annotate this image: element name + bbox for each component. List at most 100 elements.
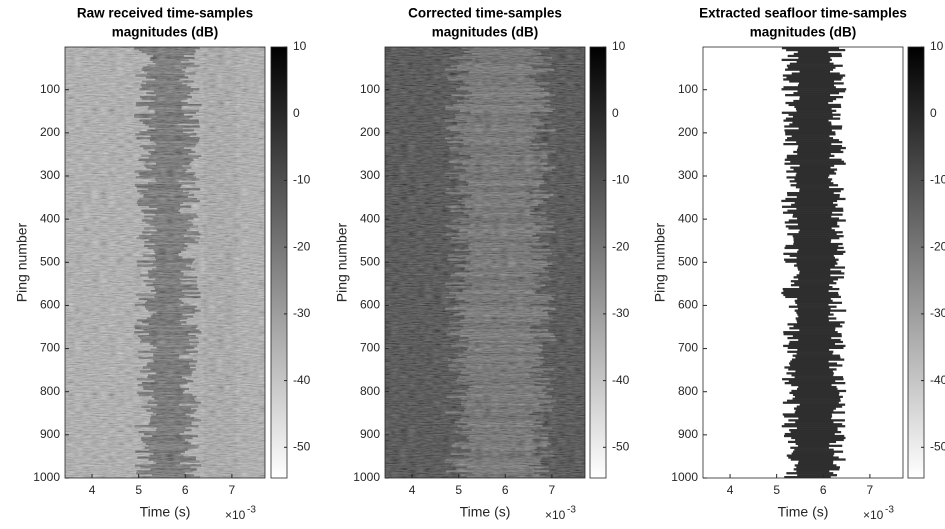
texture-row (795, 356, 841, 359)
texture-row (784, 246, 844, 250)
texture-row (799, 229, 835, 232)
x-tick-label: 6 (820, 483, 827, 497)
texture-row (783, 331, 838, 334)
colorbar-tick-label: -30 (293, 306, 311, 320)
texture-row (789, 123, 832, 126)
texture-row (795, 186, 830, 189)
texture-row (785, 244, 839, 248)
y-tick-label: 900 (40, 427, 60, 441)
texture-row (787, 233, 837, 236)
texture-row (795, 174, 830, 177)
texture-row (782, 74, 846, 77)
texture-row (790, 430, 842, 434)
y-tick-label: 700 (40, 341, 60, 355)
texture-row (797, 307, 831, 310)
texture-row (797, 146, 846, 150)
texture-row (793, 99, 833, 103)
texture-row (781, 199, 838, 203)
y-tick-label: 500 (40, 254, 60, 268)
texture-row (789, 429, 838, 432)
x-multiplier-exponent: -3 (885, 505, 894, 516)
x-multiplier: ×10 (225, 508, 246, 522)
texture-row (784, 158, 842, 161)
texture-row (786, 137, 834, 140)
colorbar-tick-label: -50 (293, 439, 311, 453)
texture-row (795, 421, 834, 424)
texture-row (796, 405, 843, 408)
y-tick-label: 900 (360, 427, 380, 441)
texture-row (798, 385, 837, 389)
texture-row (794, 464, 837, 467)
texture-row (794, 105, 842, 109)
texture-row (797, 266, 845, 269)
texture-row (793, 325, 843, 328)
texture-row (786, 48, 846, 52)
texture-row (796, 274, 831, 277)
x-tick-label: 7 (229, 483, 236, 497)
colorbar-tick-label: -50 (930, 439, 945, 453)
texture-row (794, 178, 833, 181)
x-tick-label: 7 (867, 483, 874, 497)
texture-row (798, 82, 844, 85)
x-axis-label: Time (s) (460, 504, 511, 520)
texture-row (798, 231, 843, 234)
texture-row (784, 476, 831, 478)
y-tick-label: 100 (678, 82, 698, 96)
texture-row (784, 423, 843, 426)
y-axis-label: Ping number (14, 222, 30, 302)
texture-row (795, 409, 834, 412)
colorbar-tick-label: 0 (930, 106, 937, 120)
texture-row (796, 109, 837, 112)
texture-row (790, 166, 831, 169)
texture-row (792, 397, 841, 400)
y-tick-label: 200 (40, 125, 60, 139)
texture-row (786, 64, 843, 67)
heatmap-image (703, 47, 903, 478)
texture-row (784, 162, 846, 165)
texture-row (781, 425, 846, 428)
x-tick-label: 4 (727, 483, 734, 497)
y-tick-label: 200 (678, 125, 698, 139)
texture-row (785, 197, 846, 201)
texture-row (787, 209, 844, 212)
texture-row (783, 119, 829, 122)
texture-row (794, 299, 833, 302)
texture-row (792, 235, 844, 238)
texture-row (781, 88, 847, 91)
y-tick-label: 700 (360, 341, 380, 355)
texture-row (795, 442, 830, 445)
texture-row (786, 454, 834, 457)
chart-title: magnitudes (dB) (750, 25, 857, 40)
texture-row (797, 250, 846, 254)
texture-row (792, 121, 832, 124)
texture-row (785, 131, 836, 134)
chart-title: Raw received time-samples (77, 6, 253, 21)
texture-row (788, 368, 837, 371)
texture-row (793, 213, 843, 216)
texture-row (797, 474, 838, 477)
texture-row (798, 56, 831, 60)
texture-row (789, 340, 843, 344)
colorbar (907, 46, 925, 479)
texture-row (788, 227, 832, 230)
texture-row (792, 334, 842, 338)
texture-row (799, 70, 831, 73)
colorbar (589, 46, 607, 479)
texture-row (790, 458, 846, 461)
texture-row (796, 352, 833, 355)
texture-row (799, 272, 845, 275)
texture-row (791, 72, 840, 75)
y-tick-label: 400 (40, 211, 60, 225)
texture-row (783, 344, 846, 348)
texture-row (799, 403, 846, 406)
texture-row (790, 360, 829, 363)
texture-row (791, 452, 835, 455)
y-tick-label: 600 (40, 298, 60, 312)
texture-row (790, 284, 830, 287)
texture-row (789, 62, 834, 65)
texture-row (793, 407, 836, 410)
texture-row (785, 68, 834, 71)
texture-row (786, 170, 835, 173)
heatmap-image (385, 47, 585, 478)
y-tick-label: 300 (678, 168, 698, 182)
